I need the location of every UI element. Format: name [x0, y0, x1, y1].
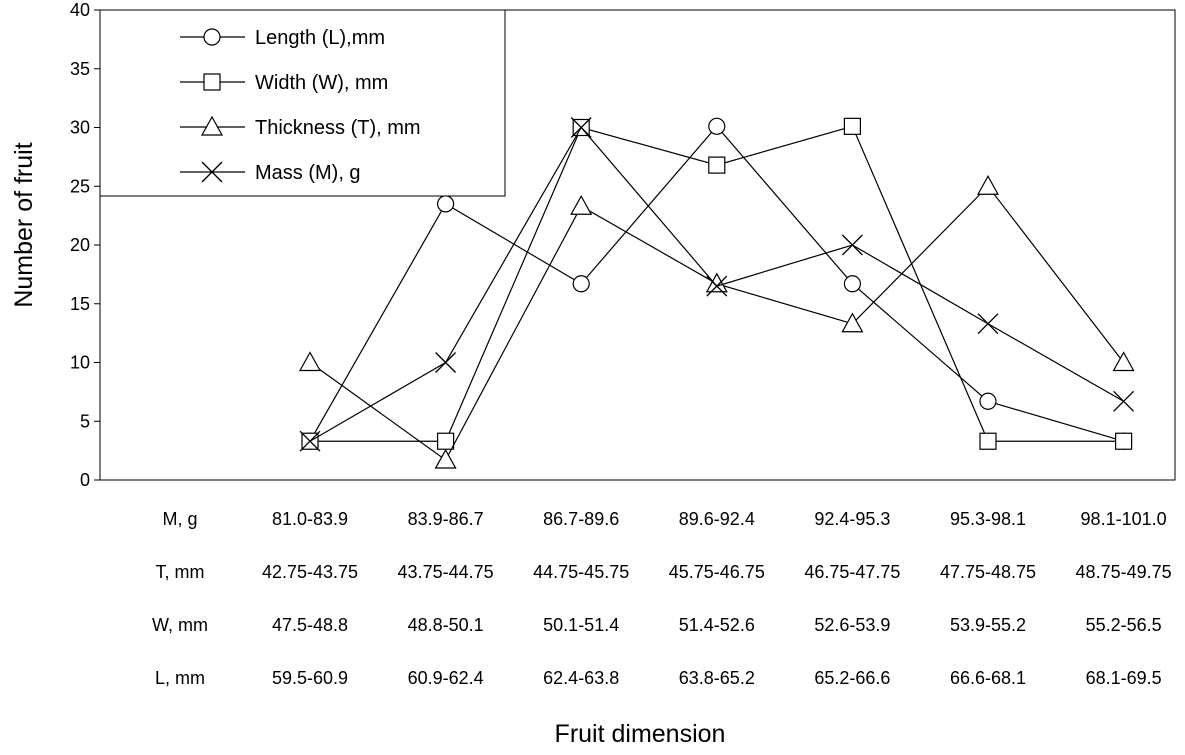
data-point: [299, 430, 321, 452]
category-label: 42.75-43.75: [262, 562, 358, 582]
data-point: [435, 352, 457, 373]
category-row-label: L, mm: [155, 668, 205, 688]
y-axis-title: Number of fruit: [10, 142, 38, 307]
data-point: [1113, 390, 1135, 412]
data-point: [841, 234, 863, 256]
category-label: 98.1-101.0: [1081, 509, 1167, 529]
x-axis-title: Fruit dimension: [555, 720, 726, 748]
category-label: 89.6-92.4: [679, 509, 755, 529]
legend-label: Width (W), mm: [255, 72, 388, 94]
category-label: 81.0-83.9: [272, 509, 348, 529]
y-axis: 0 5 10 15 20 25 30 35 40: [70, 0, 100, 490]
y-tick-label: 0: [80, 470, 90, 490]
data-point: [977, 313, 999, 335]
category-label: 65.2-66.6: [814, 668, 890, 688]
legend-marker: [201, 161, 223, 183]
category-row-label: W, mm: [152, 615, 208, 635]
data-point: [1114, 432, 1133, 450]
category-label: 52.6-53.9: [814, 615, 890, 635]
legend-box: [99, 9, 506, 197]
legend-marker: [200, 115, 224, 136]
legend-label: Thickness (T), mm: [255, 117, 421, 139]
category-row: L, mm 59.5-60.9 60.9-62.4 62.4-63.8 63.8-65.…: [155, 668, 1162, 688]
data-point: [437, 432, 455, 450]
data-point: [708, 117, 726, 135]
category-label: 60.9-62.4: [408, 668, 484, 688]
category-label: 46.75-47.75: [804, 562, 900, 582]
category-label: 47.75-48.75: [940, 562, 1036, 582]
category-row-label: M, g: [162, 509, 197, 529]
category-label: 50.1-51.4: [543, 615, 619, 635]
y-tick-label: 40: [70, 0, 90, 20]
category-row: M, g 81.0-83.9 83.9-86.7 86.7-89.6 89.6-92.4…: [162, 509, 1166, 529]
category-label: 43.75-44.75: [398, 562, 494, 582]
data-point: [843, 275, 862, 293]
data-point: [570, 117, 592, 138]
y-tick-label: 35: [70, 59, 90, 79]
data-point: [1112, 351, 1135, 372]
data-point: [437, 195, 455, 213]
category-label: 68.1-69.5: [1086, 668, 1162, 688]
legend-marker: [203, 73, 221, 91]
category-table: M, g 81.0-83.9 83.9-86.7 86.7-89.6 89.6-92.4…: [152, 509, 1172, 688]
data-point: [570, 194, 593, 215]
category-label: 95.3-98.1: [950, 509, 1026, 529]
category-label: 66.6-68.1: [950, 668, 1026, 688]
legend-item: Mass (M), g: [180, 161, 361, 184]
legend-item: Thickness (T), mm: [180, 115, 421, 139]
category-label: 45.75-46.75: [669, 562, 765, 582]
legend-item: Width (W), mm: [180, 72, 388, 94]
data-point: [976, 175, 1000, 195]
data-point: [841, 312, 864, 333]
data-point: [979, 432, 997, 450]
legend-label: Length (L),mm: [255, 27, 385, 49]
category-label: 53.9-55.2: [950, 615, 1026, 635]
series-triangle: [298, 175, 1135, 469]
legend: Length (L),mm Width (W), mm Thickness (T),…: [99, 9, 506, 197]
category-label: 63.8-65.2: [679, 668, 755, 688]
data-point: [572, 275, 590, 293]
data-point: [706, 275, 728, 297]
data-point: [843, 117, 862, 135]
legend-item: Length (L),mm: [180, 27, 385, 49]
legend-label: Mass (M), g: [255, 162, 361, 184]
category-label: 48.75-49.75: [1076, 562, 1172, 582]
category-label: 62.4-63.8: [543, 668, 619, 688]
data-point: [298, 351, 322, 372]
series-layer: [298, 117, 1135, 469]
category-label: 83.9-86.7: [408, 509, 484, 529]
category-label: 51.4-52.6: [679, 615, 755, 635]
category-label: 55.2-56.5: [1086, 615, 1162, 635]
y-tick-label: 5: [80, 411, 90, 431]
category-label: 59.5-60.9: [272, 668, 348, 688]
data-point: [708, 156, 726, 174]
category-label: 86.7-89.6: [543, 509, 619, 529]
category-label: 48.8-50.1: [408, 615, 484, 635]
y-tick-label: 10: [70, 353, 90, 373]
category-row: T, mm 42.75-43.75 43.75-44.75 44.75-45.75 45…: [156, 562, 1172, 582]
series-x: [299, 117, 1135, 452]
y-tick-label: 25: [70, 176, 90, 196]
data-point: [434, 448, 457, 469]
category-label: 47.5-48.8: [272, 615, 348, 635]
category-label: 92.4-95.3: [814, 509, 890, 529]
y-tick-label: 15: [70, 294, 90, 314]
y-tick-label: 20: [70, 235, 90, 255]
legend-marker: [203, 28, 221, 46]
category-row: W, mm 47.5-48.8 48.8-50.1 50.1-51.4 51.4-52.…: [152, 615, 1162, 635]
data-point: [979, 392, 997, 410]
data-point: [705, 272, 728, 293]
category-label: 44.75-45.75: [533, 562, 629, 582]
y-tick-label: 30: [70, 118, 90, 138]
category-row-label: T, mm: [156, 562, 205, 582]
